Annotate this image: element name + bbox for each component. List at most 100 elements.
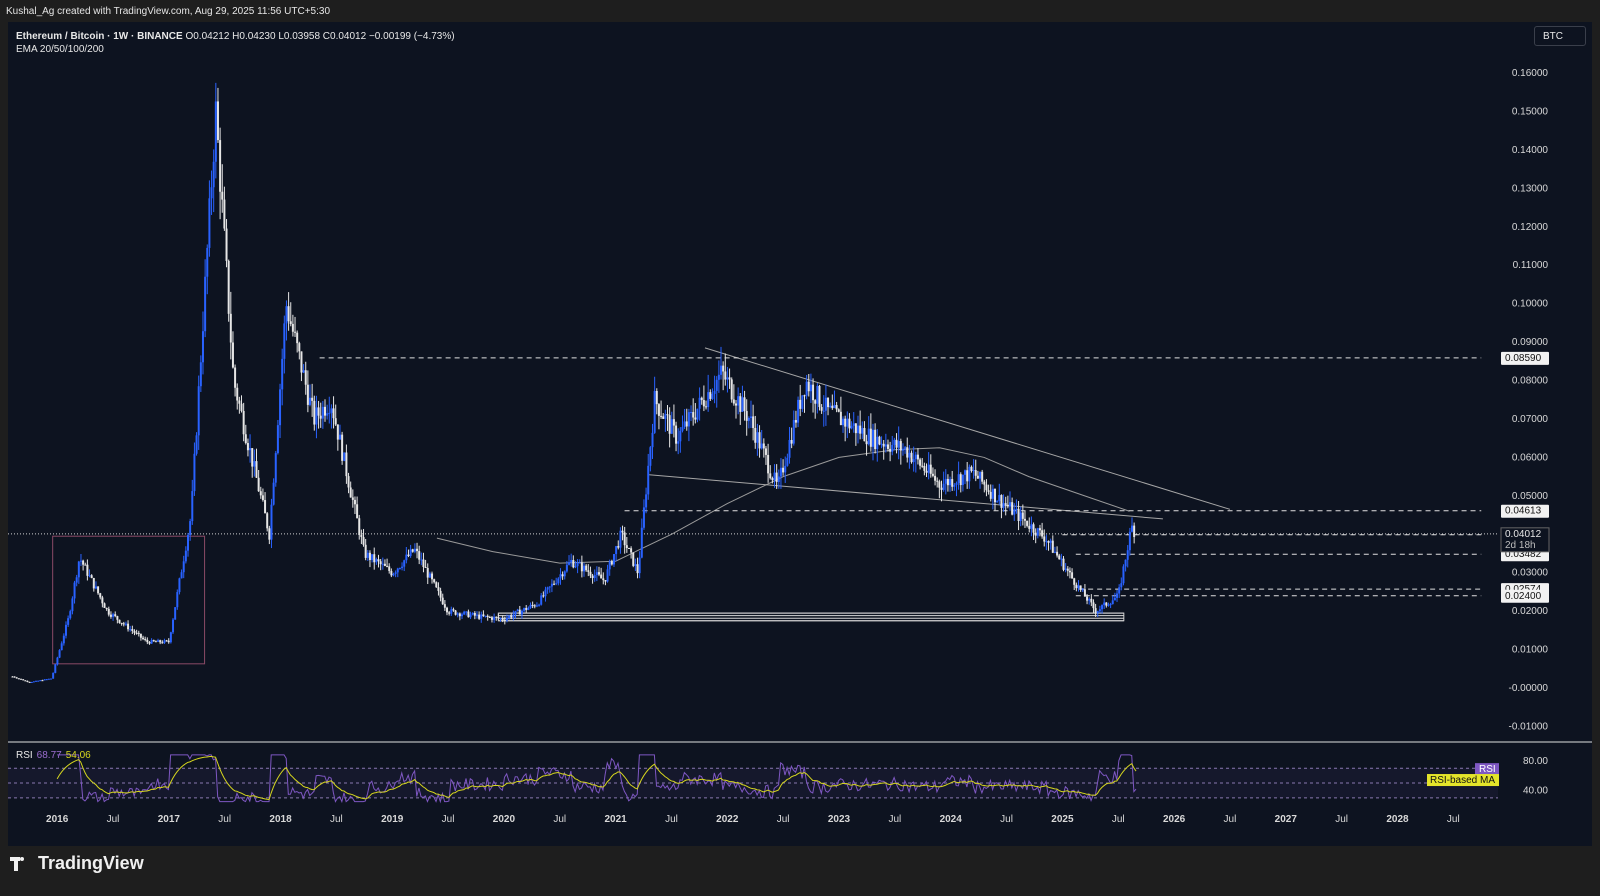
candle-body (64, 624, 67, 636)
candle-body (720, 365, 723, 375)
candle-body (22, 679, 25, 681)
candle-body (15, 677, 18, 679)
candle-body (979, 471, 982, 479)
candle-body (839, 411, 842, 426)
candle-body (874, 429, 877, 450)
candle-body (157, 640, 160, 642)
candle-body (705, 406, 708, 408)
candle-body (24, 680, 27, 682)
candle-body (987, 490, 990, 492)
rsi-legend[interactable]: RSI 68.77 54.06 (16, 750, 91, 761)
candle-body (707, 392, 710, 408)
candle-body (465, 611, 468, 613)
price-chart[interactable]: 0.16000 0.15000 0.14000 0.13000 0.12000 0.110… (8, 22, 1592, 846)
candle-body (812, 384, 815, 401)
candle-body (824, 397, 827, 411)
rsi-line (57, 754, 1137, 804)
currency-button[interactable]: BTC (1534, 26, 1586, 46)
candle-body (223, 199, 226, 229)
candle-body (550, 583, 553, 587)
candle-body (565, 564, 568, 572)
candle-body (805, 381, 808, 396)
candle-body (946, 478, 949, 486)
symbol-legend[interactable]: Ethereum / Bitcoin · 1W · BINANCE O0.042… (16, 30, 455, 44)
candle-body (403, 560, 406, 567)
candle-body (672, 419, 675, 426)
candle-body (1122, 566, 1125, 584)
candle-body (501, 618, 504, 620)
candle-body (974, 470, 977, 476)
candle-body (439, 590, 442, 598)
candle-body (692, 412, 695, 418)
candle-body (690, 412, 693, 414)
candle-body (338, 434, 341, 440)
candle-body (675, 425, 678, 444)
candle-body (120, 622, 123, 624)
candle-body (897, 441, 900, 448)
candle-body (842, 418, 845, 426)
chart-frame[interactable]: 0.16000 0.15000 0.14000 0.13000 0.12000 0.110… (8, 22, 1592, 846)
candle-body (450, 609, 453, 614)
candle-body (379, 561, 382, 565)
candle-body (908, 452, 911, 458)
candle-body (837, 409, 840, 412)
candle-body (767, 454, 770, 474)
candle-body (525, 607, 528, 610)
candle-body (882, 443, 885, 447)
candle-body (512, 614, 515, 618)
candle-body (1030, 524, 1033, 529)
candle-body (270, 504, 273, 540)
candle-body (546, 587, 549, 590)
candle-body (583, 565, 586, 572)
trendline-1 (704, 347, 1231, 510)
candle-body (358, 518, 361, 535)
candle-body (942, 483, 945, 490)
candle-body (668, 415, 671, 434)
candle-body (1021, 512, 1024, 519)
x-tick-label: Jul (218, 814, 231, 825)
candle-body (416, 548, 419, 552)
candle-body (951, 479, 954, 487)
candle-body (754, 428, 757, 443)
candle-body (1109, 604, 1112, 606)
candle-body (538, 604, 541, 606)
candle-body (197, 386, 200, 436)
candle-body (715, 379, 718, 391)
x-tick-label: 2024 (940, 814, 963, 825)
candle-body (822, 410, 825, 412)
candle-body (625, 545, 628, 549)
candle-body (114, 614, 117, 617)
candle-body (1064, 568, 1067, 570)
candle-body (833, 405, 836, 409)
tradingview-brand[interactable]: TradingView (10, 853, 144, 874)
candle-body (456, 613, 459, 615)
x-tick-label: Jul (1112, 814, 1125, 825)
x-tick-label: Jul (1447, 814, 1460, 825)
candle-body (966, 470, 969, 482)
support-zone (497, 612, 1125, 622)
candle-body (257, 477, 260, 492)
candle-body (231, 342, 234, 368)
candle-body (831, 405, 834, 409)
candle-body (1103, 602, 1106, 606)
candle-body (717, 374, 720, 380)
symbol-name[interactable]: Ethereum / Bitcoin · 1W · BINANCE (16, 31, 183, 42)
indicator-legend[interactable]: EMA 20/50/100/200 (16, 44, 104, 55)
candle-body (728, 377, 731, 380)
y-tick-label: 0.03000 (1512, 568, 1549, 579)
candle-body (523, 607, 526, 611)
candle-body (146, 639, 149, 643)
candle-body (330, 408, 333, 413)
candle-body (306, 384, 309, 405)
candle-body (234, 367, 237, 388)
candle-body (563, 571, 566, 577)
y-tick-label: 0.01000 (1512, 645, 1549, 656)
candle-body (309, 397, 312, 405)
y-tick-label: 0.10000 (1512, 299, 1549, 310)
candle-body (469, 614, 472, 618)
candle-body (568, 562, 571, 565)
candle-body (1026, 520, 1029, 526)
candle-body (446, 607, 449, 613)
candle-body (653, 391, 656, 433)
x-tick-label: 2023 (828, 814, 851, 825)
